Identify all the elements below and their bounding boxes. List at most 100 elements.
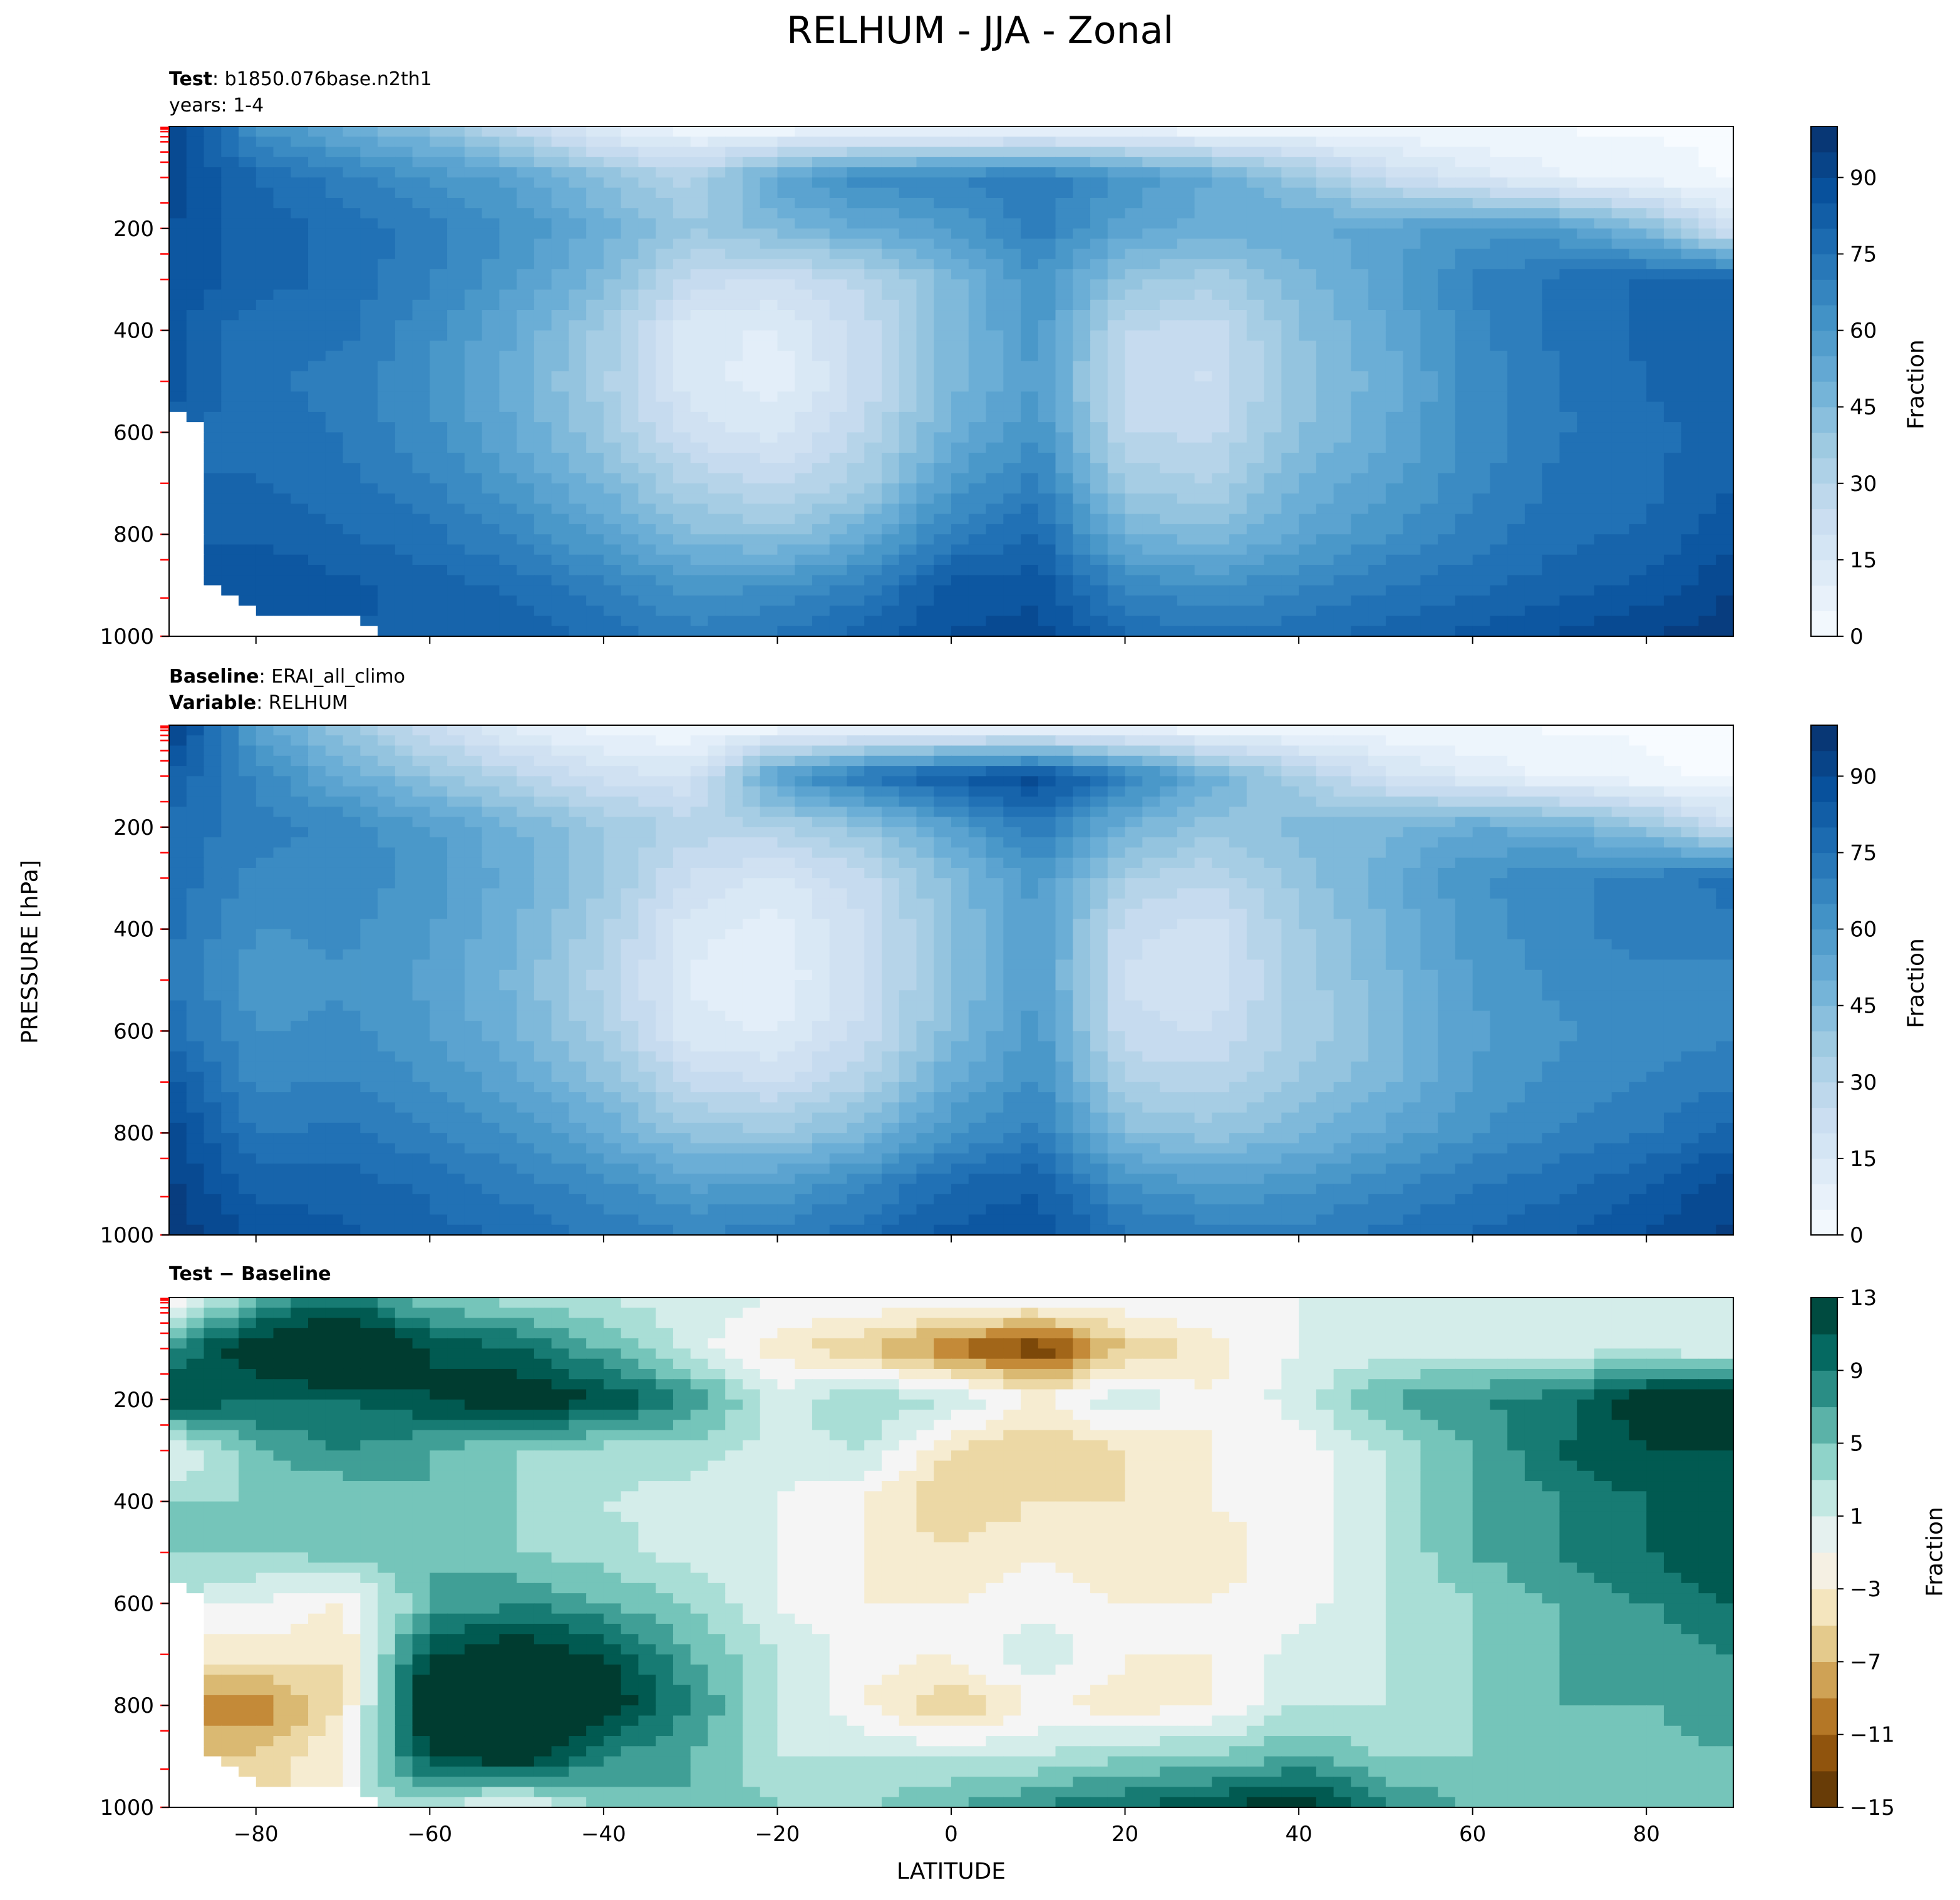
- field-cell: [1472, 187, 1491, 199]
- field-cell: [1194, 320, 1213, 331]
- field-cell: [934, 218, 952, 229]
- field-cell: [881, 228, 900, 239]
- field-cell: [273, 361, 292, 372]
- field-cell: [239, 289, 257, 301]
- field-cell: [1490, 755, 1508, 767]
- field-cell: [186, 269, 205, 280]
- field-cell: [534, 167, 552, 178]
- field-cell: [1507, 514, 1525, 525]
- field-cell: [1264, 452, 1282, 464]
- field-cell: [847, 493, 865, 505]
- field-cell: [951, 187, 969, 199]
- field-cell: [1611, 157, 1630, 168]
- field-cell: [690, 483, 709, 494]
- field-cell: [725, 595, 743, 606]
- field-cell: [1646, 137, 1664, 148]
- field-cell: [1125, 411, 1143, 423]
- field-cell: [482, 755, 500, 767]
- field-cell: [1681, 239, 1700, 250]
- field-cell: [1403, 452, 1421, 464]
- field-cell: [1246, 137, 1265, 148]
- field-cell: [708, 391, 726, 403]
- field-cell: [1351, 269, 1369, 280]
- field-cell: [1594, 514, 1612, 525]
- field-cell: [1542, 606, 1560, 617]
- field-cell: [1246, 616, 1265, 627]
- field-cell: [1038, 310, 1056, 321]
- field-cell: [1663, 514, 1682, 525]
- field-cell: [603, 310, 622, 321]
- field-cell: [690, 177, 709, 188]
- field-cell: [1212, 442, 1230, 453]
- field-cell: [1716, 493, 1734, 505]
- field-cell: [221, 463, 239, 474]
- field-cell: [1264, 493, 1282, 505]
- field-cell: [725, 473, 743, 484]
- field-cell: [1611, 259, 1630, 270]
- field-cell: [1351, 565, 1369, 576]
- field-cell: [586, 524, 604, 535]
- field-cell: [1455, 503, 1473, 515]
- field-cell: [204, 745, 222, 756]
- field-cell: [934, 310, 952, 321]
- field-cell: [1490, 626, 1508, 637]
- field-cell: [1246, 401, 1265, 413]
- field-cell: [1646, 514, 1664, 525]
- field-cell: [1264, 147, 1282, 158]
- field-cell: [881, 411, 900, 423]
- field-cell: [1385, 289, 1404, 301]
- field-cell: [1246, 473, 1265, 484]
- field-cell: [742, 595, 761, 606]
- field-cell: [760, 187, 778, 199]
- field-cell: [169, 452, 187, 464]
- field-cell: [1003, 177, 1021, 188]
- field-cell: [1212, 197, 1230, 209]
- field-cell: [881, 585, 900, 596]
- field-cell: [795, 126, 813, 138]
- field-cell: [1125, 218, 1143, 229]
- field-cell: [1264, 330, 1282, 341]
- field-cell: [1142, 585, 1160, 596]
- colorbar-segment: [1811, 509, 1837, 535]
- field-cell: [760, 725, 778, 736]
- field-cell: [1629, 249, 1648, 260]
- field-cell: [725, 340, 743, 351]
- field-cell: [412, 289, 431, 301]
- field-cell: [1194, 606, 1213, 617]
- field-cell: [1055, 147, 1074, 158]
- field-cell: [1160, 167, 1178, 178]
- field-cell: [1055, 187, 1074, 199]
- field-cell: [412, 228, 431, 239]
- field-cell: [395, 249, 413, 260]
- field-cell: [1385, 269, 1404, 280]
- field-cell: [186, 585, 205, 596]
- field-cell: [412, 411, 431, 423]
- field-cell: [864, 755, 882, 767]
- field-cell: [1299, 208, 1317, 219]
- field-cell: [499, 595, 517, 606]
- field-cell: [1455, 514, 1473, 525]
- field-cell: [1681, 442, 1700, 453]
- field-cell: [534, 126, 552, 138]
- field-cell: [395, 626, 413, 637]
- field-cell: [777, 167, 795, 178]
- field-cell: [708, 483, 726, 494]
- field-cell: [1716, 259, 1734, 270]
- field-cell: [1281, 554, 1299, 565]
- field-cell: [569, 493, 587, 505]
- field-cell: [1021, 299, 1039, 311]
- field-cell: [1698, 452, 1717, 464]
- field-cell: [1212, 544, 1230, 555]
- field-cell: [186, 595, 205, 606]
- field-cell: [760, 554, 778, 565]
- field-cell: [1611, 228, 1630, 239]
- field-cell: [1472, 289, 1491, 301]
- field-cell: [1003, 351, 1021, 362]
- field-cell: [1611, 330, 1630, 341]
- field-cell: [551, 320, 570, 331]
- field-cell: [934, 330, 952, 341]
- field-cell: [1542, 289, 1560, 301]
- field-cell: [812, 340, 830, 351]
- field-cell: [1177, 340, 1195, 351]
- field-cell: [482, 208, 500, 219]
